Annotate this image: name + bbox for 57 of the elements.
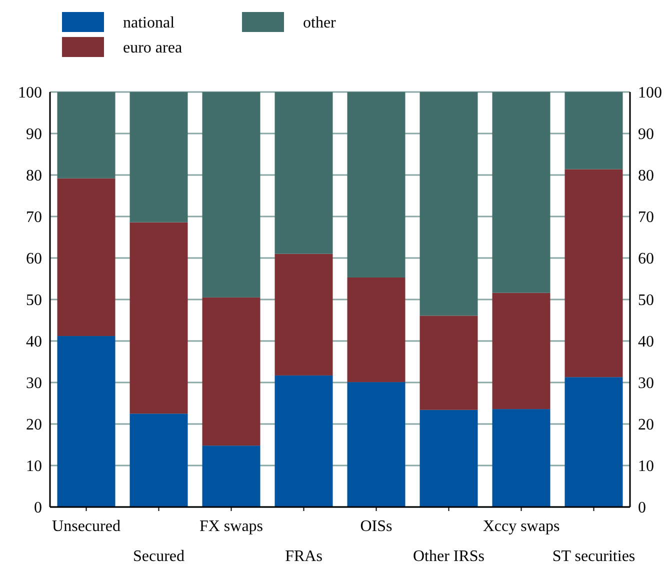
y-tick-label: 10	[26, 458, 42, 476]
x-tick-label: Other IRSs	[412, 548, 485, 565]
x-tick-label: FX swaps	[199, 518, 264, 535]
y2-tick-label: 10	[638, 458, 654, 476]
bar	[274, 92, 333, 254]
y-tick-label: 80	[26, 168, 42, 185]
legend-label: euro area	[123, 40, 182, 57]
y2-tick-label: 100	[638, 84, 662, 102]
bar	[57, 336, 116, 507]
y-tick-label: 90	[26, 126, 42, 144]
y2-tick-label: 50	[638, 292, 654, 310]
y-tick-label: 20	[26, 416, 42, 434]
bar	[57, 92, 116, 178]
legend-label: national	[123, 14, 176, 32]
bar	[274, 375, 333, 507]
bar	[202, 92, 260, 298]
y-tick-label: 0	[34, 500, 42, 517]
y2-tick-label: 0	[638, 500, 646, 517]
y-tick-label: 40	[26, 334, 42, 351]
x-tick-label: OISs	[360, 518, 392, 535]
legend-label: other	[303, 14, 337, 32]
x-tick-label: Secured	[132, 548, 185, 565]
x-tick-label: FRAs	[285, 548, 322, 565]
x-tick-label: Unsecured	[52, 518, 120, 535]
y2-tick-label: 40	[638, 334, 654, 351]
y2-tick-label: 20	[638, 416, 654, 434]
bar	[202, 446, 260, 507]
y-tick-label: 100	[18, 84, 42, 102]
bar	[57, 178, 116, 336]
bar	[274, 254, 333, 376]
bar	[420, 316, 478, 410]
bar	[130, 222, 188, 414]
bar	[564, 92, 623, 170]
bar	[130, 414, 188, 507]
y2-tick-label: 30	[638, 375, 654, 392]
bar	[130, 92, 188, 222]
bar	[202, 297, 260, 446]
y-tick-label: 50	[26, 292, 42, 310]
bar	[492, 92, 550, 293]
bar	[564, 377, 623, 507]
y2-tick-label: 90	[638, 126, 654, 144]
bar	[492, 292, 550, 410]
bar	[564, 169, 623, 378]
y-tick-label: 60	[26, 250, 42, 268]
bar	[347, 92, 406, 278]
x-tick-label: Xccy swaps	[482, 518, 560, 535]
y-tick-label: 70	[26, 209, 42, 226]
bar	[347, 278, 406, 382]
y2-tick-label: 70	[638, 209, 654, 226]
y-tick-label: 30	[26, 375, 42, 392]
bar	[420, 410, 478, 507]
y2-tick-label: 60	[638, 250, 654, 268]
bar	[420, 92, 478, 316]
bar	[347, 382, 406, 507]
x-tick-label: ST securities	[552, 548, 636, 565]
y2-tick-label: 80	[638, 168, 654, 185]
bar	[492, 409, 550, 507]
